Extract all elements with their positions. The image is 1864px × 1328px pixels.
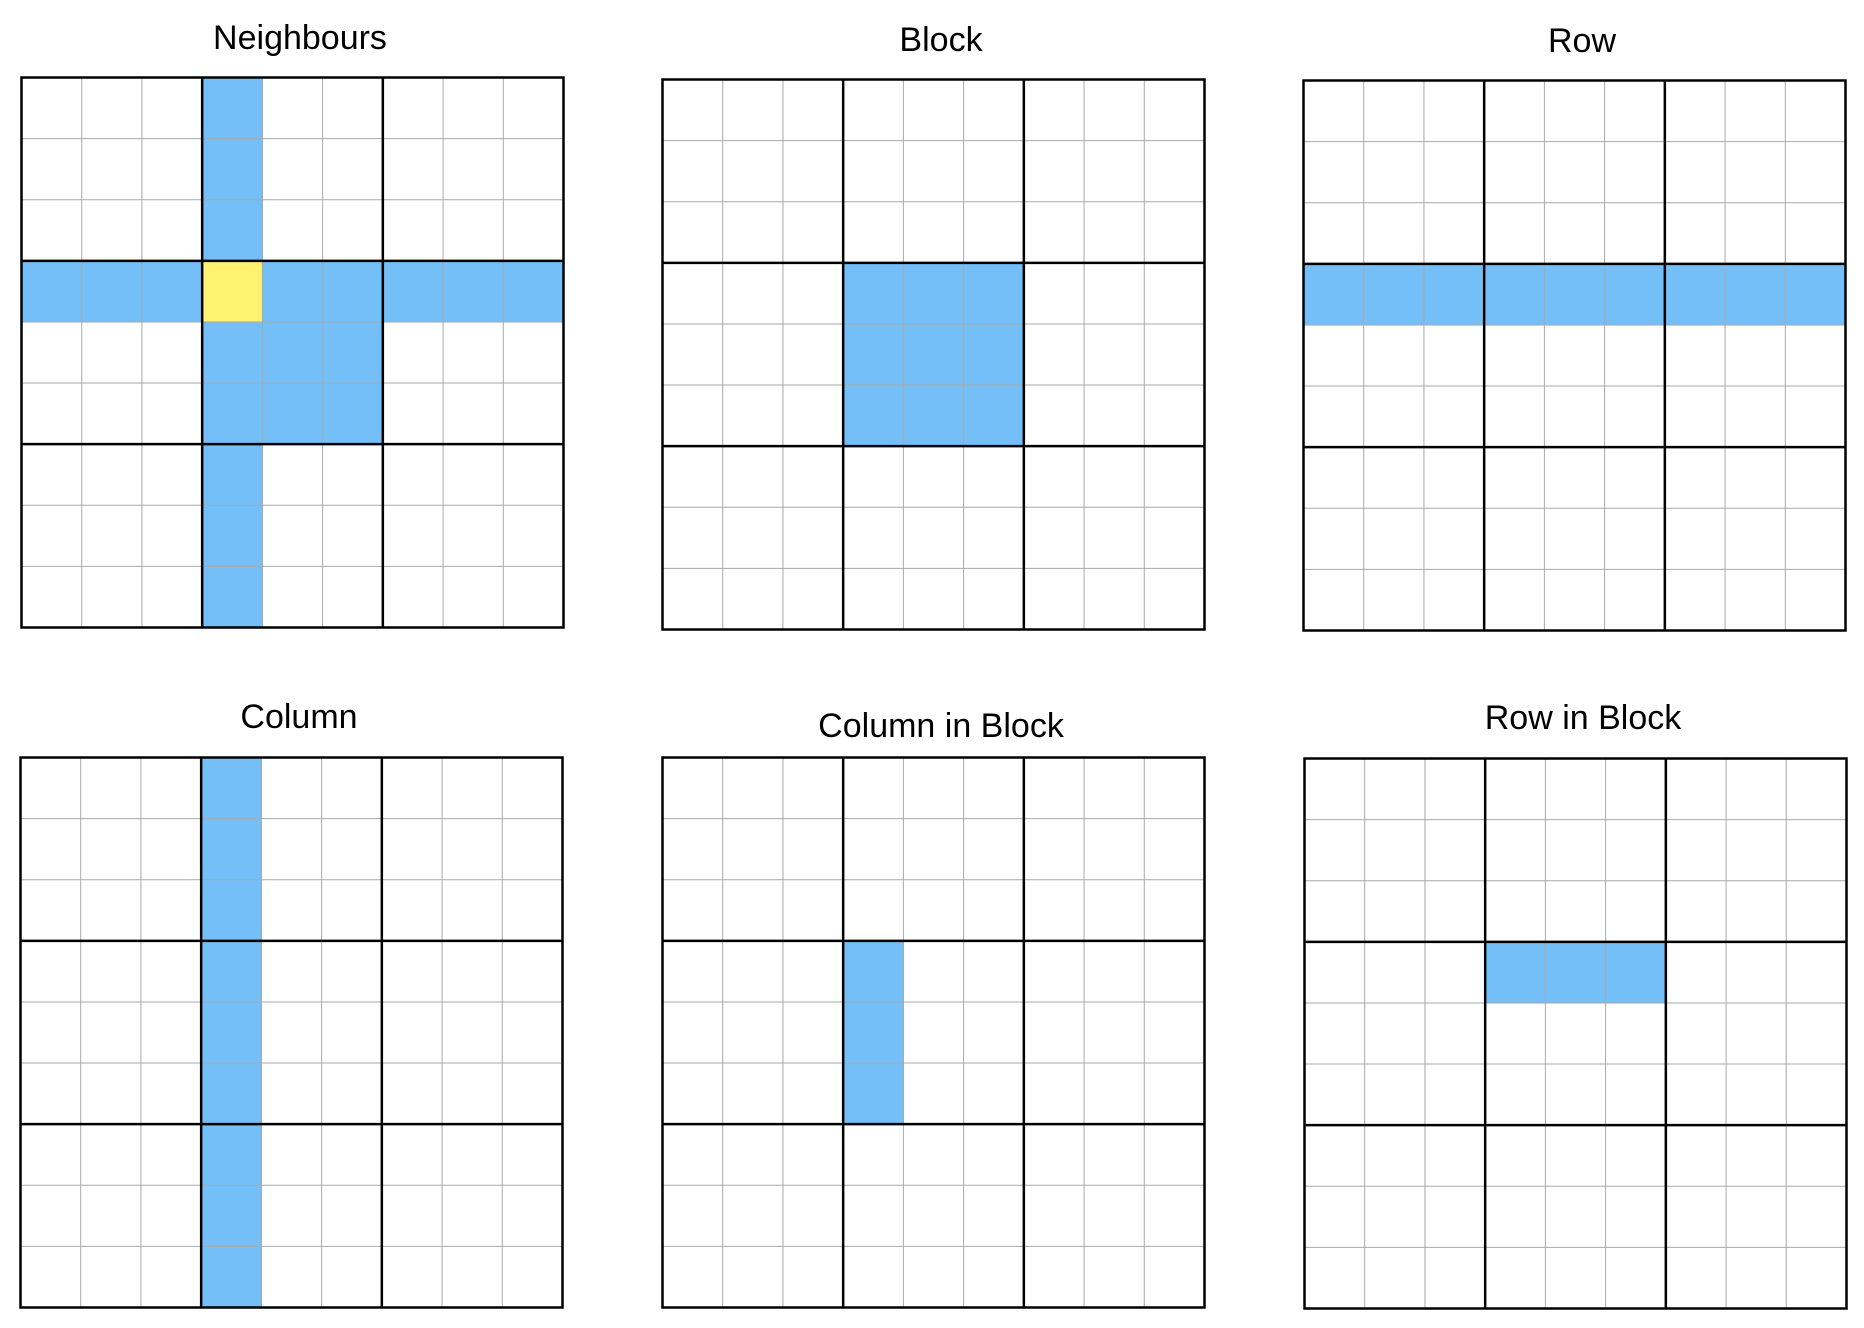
highlighted-cell: [1485, 941, 1546, 1004]
highlighted-cell: [1604, 263, 1666, 326]
highlighted-cell: [903, 385, 965, 447]
grid-background: [20, 757, 563, 1308]
highlighted-cell: [1785, 263, 1847, 326]
highlighted-cell: [1363, 263, 1425, 326]
sudoku-grid: [1303, 757, 1848, 1310]
highlighted-cell: [201, 757, 262, 820]
grid-background: [662, 757, 1205, 1308]
highlighted-cell: [843, 1001, 904, 1064]
highlighted-cell: [201, 1063, 262, 1125]
highlighted-cell: [202, 505, 263, 567]
grid-border: [1303, 757, 1848, 1310]
highlighted-cell: [1423, 263, 1485, 326]
sudoku-grid: [1302, 79, 1847, 632]
highlighted-cell: [843, 262, 904, 325]
grid-border: [661, 78, 1206, 631]
highlighted-cell: [382, 260, 444, 323]
panel-title: Column: [240, 698, 358, 736]
highlighted-cell: [1725, 263, 1786, 326]
highlighted-cell: [21, 260, 83, 323]
highlighted-cell: [1303, 263, 1365, 326]
grid-border: [19, 756, 564, 1309]
highlighted-cell: [443, 260, 504, 323]
highlighted-cell: [322, 260, 384, 323]
highlighted-cell: [201, 879, 262, 942]
highlighted-cell: [322, 383, 384, 445]
highlighted-cell: [201, 940, 262, 1003]
panel-title: Row: [1547, 22, 1617, 60]
grid-border: [1302, 79, 1847, 632]
highlighted-cell: [202, 77, 263, 140]
highlighted-cell: [201, 1001, 262, 1064]
highlighted-cell: [202, 199, 263, 262]
focus-cell: [202, 260, 263, 322]
highlighted-cell: [1484, 263, 1545, 326]
highlighted-cell: [963, 323, 1025, 386]
highlighted-cell: [1544, 263, 1606, 326]
highlighted-cell: [322, 321, 384, 384]
grid-background: [1304, 758, 1847, 1309]
highlighted-cell: [201, 818, 262, 881]
highlighted-cell: [202, 321, 263, 384]
highlighted-cell: [1545, 941, 1607, 1004]
highlighted-cell: [201, 1124, 262, 1186]
panel-title: Block: [899, 21, 983, 59]
highlighted-cell: [843, 1063, 904, 1125]
highlighted-cell: [202, 444, 263, 506]
highlighted-cell: [262, 383, 324, 445]
highlighted-cell: [903, 323, 965, 386]
grid-background: [1303, 80, 1846, 631]
highlighted-cell: [843, 940, 904, 1003]
panel-title: Neighbours: [213, 19, 387, 57]
highlighted-cell: [202, 138, 263, 201]
sudoku-grid: [19, 756, 564, 1309]
highlighted-cell: [141, 260, 203, 323]
sudoku-grid: [661, 756, 1206, 1309]
highlighted-cell: [843, 323, 904, 386]
highlighted-cell: [843, 385, 904, 447]
highlighted-cell: [81, 260, 143, 323]
grid-border: [661, 756, 1206, 1309]
highlighted-cell: [503, 260, 565, 323]
highlighted-cell: [262, 260, 324, 323]
panel-title: Row in Block: [1484, 699, 1682, 737]
grid-border: [20, 76, 565, 629]
highlighted-cell: [202, 383, 263, 445]
highlighted-cell: [201, 1185, 262, 1247]
highlighted-cell: [202, 566, 263, 629]
panel-title: Column in Block: [818, 707, 1064, 745]
highlighted-cell: [1605, 941, 1667, 1004]
highlighted-cell: [201, 1246, 262, 1309]
highlighted-cell: [1664, 263, 1726, 326]
sudoku-grid: [661, 78, 1206, 631]
highlighted-cell: [963, 385, 1025, 447]
highlighted-cell: [963, 262, 1025, 325]
highlighted-cell: [903, 262, 965, 325]
highlighted-cell: [262, 321, 324, 384]
sudoku-grid: [20, 76, 565, 629]
